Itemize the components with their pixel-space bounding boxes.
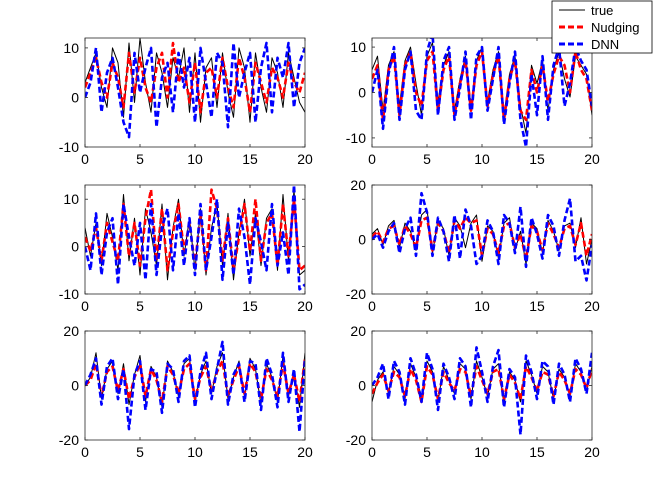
y-tick-label: 0 [358, 232, 366, 248]
x-tick-label: 0 [81, 444, 89, 460]
x-tick-label: 15 [242, 444, 258, 460]
y-tick-label: 0 [358, 378, 366, 394]
series-line-dnn [372, 38, 592, 147]
y-tick-label: 20 [63, 323, 79, 339]
x-tick-label: 0 [81, 298, 89, 314]
axes-frame [371, 184, 593, 295]
x-tick-label: 5 [423, 298, 431, 314]
axes-frame [371, 330, 593, 441]
series-line-dnn [85, 185, 305, 291]
series-line-dnn [372, 191, 592, 282]
x-tick-label: 0 [368, 444, 376, 460]
x-tick-label: 10 [187, 298, 203, 314]
legend-true-label: true [591, 3, 613, 18]
x-tick-label: 10 [474, 298, 490, 314]
x-tick-label: 15 [529, 151, 545, 167]
x-tick-label: 10 [187, 151, 203, 167]
y-tick-label: 0 [358, 85, 366, 101]
x-tick-label: 0 [368, 151, 376, 167]
y-tick-label: 20 [350, 323, 366, 339]
series-line-dnn [85, 41, 305, 139]
y-tick-label: 10 [350, 39, 366, 55]
x-tick-label: 5 [136, 151, 144, 167]
x-tick-label: 0 [81, 151, 89, 167]
x-tick-label: 10 [187, 444, 203, 460]
x-tick-label: 15 [242, 298, 258, 314]
legend-dnn-label: DNN [591, 37, 619, 52]
y-tick-label: 10 [63, 40, 79, 56]
legend: true Nudging DNN [551, 0, 653, 54]
series-line-nudging [85, 358, 305, 404]
x-tick-label: 20 [297, 298, 313, 314]
legend-nudging-label: Nudging [591, 20, 639, 35]
y-tick-label: -20 [346, 432, 366, 448]
y-tick-label: -10 [59, 286, 79, 302]
y-tick-label: -20 [59, 432, 79, 448]
y-tick-label: 20 [350, 177, 366, 193]
y-tick-label: -20 [346, 286, 366, 302]
x-tick-label: 10 [474, 444, 490, 460]
x-tick-label: 15 [529, 298, 545, 314]
y-tick-label: 0 [71, 89, 79, 105]
y-tick-label: 0 [71, 239, 79, 255]
x-tick-label: 15 [242, 151, 258, 167]
series-line-nudging [372, 50, 592, 122]
series-line-dnn [85, 340, 305, 434]
x-tick-label: 5 [136, 444, 144, 460]
x-tick-label: 20 [584, 151, 600, 167]
series-line-dnn [372, 346, 592, 436]
x-tick-label: 5 [136, 298, 144, 314]
x-tick-label: 0 [368, 298, 376, 314]
x-tick-label: 20 [584, 298, 600, 314]
x-tick-label: 20 [297, 444, 313, 460]
x-tick-label: 20 [297, 151, 313, 167]
x-tick-label: 10 [474, 151, 490, 167]
x-tick-label: 20 [584, 444, 600, 460]
y-tick-label: 0 [71, 378, 79, 394]
y-tick-label: -10 [59, 139, 79, 155]
x-tick-label: 5 [423, 444, 431, 460]
x-tick-label: 5 [423, 151, 431, 167]
y-tick-label: -10 [346, 130, 366, 146]
series-line-nudging [85, 41, 305, 114]
x-tick-label: 15 [529, 444, 545, 460]
y-tick-label: 10 [63, 191, 79, 207]
